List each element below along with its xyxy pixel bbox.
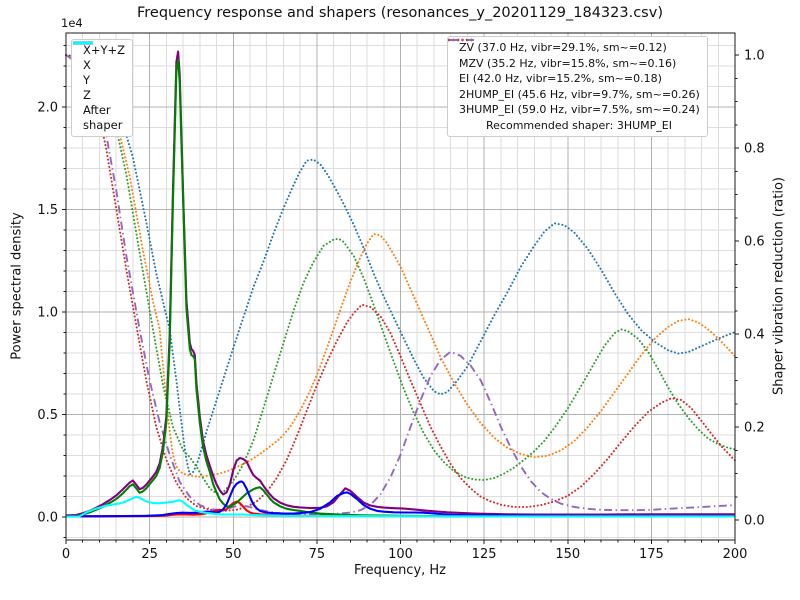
legend-label: ZV (37.0 Hz, vibr=29.1%, sm~=0.12) bbox=[459, 41, 667, 54]
y-left-tick-label: 0.0 bbox=[37, 511, 58, 526]
legend-label: MZV (35.2 Hz, vibr=15.8%, sm~=0.16) bbox=[459, 56, 677, 70]
series-x-y-z-line bbox=[65, 50, 735, 517]
legend-label: Y bbox=[83, 73, 91, 87]
y-right-tick-label: 0.8 bbox=[744, 142, 765, 157]
x-tick-label: 175 bbox=[639, 547, 664, 562]
y-axis-label-right: Shaper vibration reduction (ratio) bbox=[771, 177, 787, 395]
legend-item-zv: ZV (37.0 Hz, vibr=29.1%, sm~=0.12) bbox=[448, 38, 700, 56]
series-mzv-line bbox=[65, 54, 736, 478]
after-shaper-line-sample bbox=[73, 41, 93, 45]
series-zv-line bbox=[65, 54, 736, 476]
x-axis-label: Frequency, Hz bbox=[353, 563, 447, 578]
y-left-tick-label: 1.5 bbox=[37, 203, 58, 218]
x-tick-label: 25 bbox=[141, 547, 158, 562]
legend-item-mzv: MZV (35.2 Hz, vibr=15.8%, sm~=0.16) bbox=[448, 38, 700, 72]
x-tick-label: 100 bbox=[388, 547, 413, 562]
series-3hump-ei-line bbox=[65, 54, 736, 516]
legend-psd: X+Y+Z X Y Z After shaper bbox=[71, 39, 134, 137]
legend-item-x: X bbox=[73, 41, 125, 73]
series-after-shaper-line bbox=[66, 495, 735, 518]
y-right-tick-label: 0.4 bbox=[744, 328, 765, 343]
legend-item-y: Y bbox=[73, 41, 125, 88]
y-axis-offset-label: 1e4 bbox=[61, 16, 83, 30]
legend-label: X bbox=[83, 58, 91, 72]
y-left-tick-label: 2.0 bbox=[37, 101, 58, 116]
y-axis-label-left: Power spectral density bbox=[9, 212, 25, 360]
legend-label: 3HUMP_EI (59.0 Hz, vibr=7.5%, sm~=0.24) bbox=[459, 103, 700, 116]
y-left-tick-label: 0.5 bbox=[37, 408, 58, 423]
x-tick-label: 125 bbox=[472, 547, 497, 562]
legend-item-z: Z bbox=[73, 41, 125, 103]
x-tick-label: 150 bbox=[555, 547, 580, 562]
legend-label: X+Y+Z bbox=[83, 43, 126, 57]
series-group bbox=[65, 50, 736, 518]
legend-item-3hump-ei: 3HUMP_EI (59.0 Hz, vibr=7.5%, sm~=0.24) bbox=[449, 39, 700, 118]
x-tick-label: 75 bbox=[309, 547, 326, 562]
y-right-tick-label: 0.2 bbox=[744, 421, 765, 436]
y-right-tick-label: 0.0 bbox=[744, 514, 765, 529]
legend-label: 2HUMP_EI (45.6 Hz, vibr=9.7%, sm~=0.26) bbox=[459, 87, 700, 101]
series-ei-line bbox=[65, 54, 736, 495]
series-2hump-ei-line bbox=[65, 54, 736, 512]
legend-item-ei: EI (42.0 Hz, vibr=15.2%, sm~=0.18) bbox=[448, 38, 700, 87]
chart-title: Frequency response and shapers (resonanc… bbox=[137, 5, 663, 21]
y-right-tick-label: 1.0 bbox=[744, 49, 765, 64]
y-left-tick-label: 1.0 bbox=[37, 306, 58, 321]
3hump-ei-line-sample bbox=[449, 39, 474, 41]
x-tick-label: 0 bbox=[62, 547, 70, 562]
legend-footer-recommended-shaper: Recommended shaper: 3HUMP_EI bbox=[453, 118, 700, 134]
axis-tick-labels: 0 25 50 75 100 125 150 175 200 0.0 0.5 1.0 1.5 2.0 0.0… bbox=[37, 49, 764, 563]
legend-shapers: ZV (37.0 Hz, vibr=29.1%, sm~=0.12) MZV (3… bbox=[447, 36, 708, 137]
legend-label: Z bbox=[83, 88, 91, 102]
legend-item-after-shaper: After shaper bbox=[73, 41, 125, 133]
series-z-line bbox=[66, 480, 735, 518]
legend-item-2hump-ei: 2HUMP_EI (45.6 Hz, vibr=9.7%, sm~=0.26) bbox=[448, 38, 700, 103]
legend-label: EI (42.0 Hz, vibr=15.2%, sm~=0.18) bbox=[459, 72, 662, 85]
axis-ticks bbox=[62, 45, 739, 544]
y-right-tick-label: 0.6 bbox=[744, 235, 765, 250]
x-tick-label: 50 bbox=[225, 547, 242, 562]
x-tick-label: 200 bbox=[723, 547, 748, 562]
legend-footer-label: Recommended shaper: 3HUMP_EI bbox=[486, 118, 672, 132]
legend-label: After shaper bbox=[83, 103, 123, 132]
